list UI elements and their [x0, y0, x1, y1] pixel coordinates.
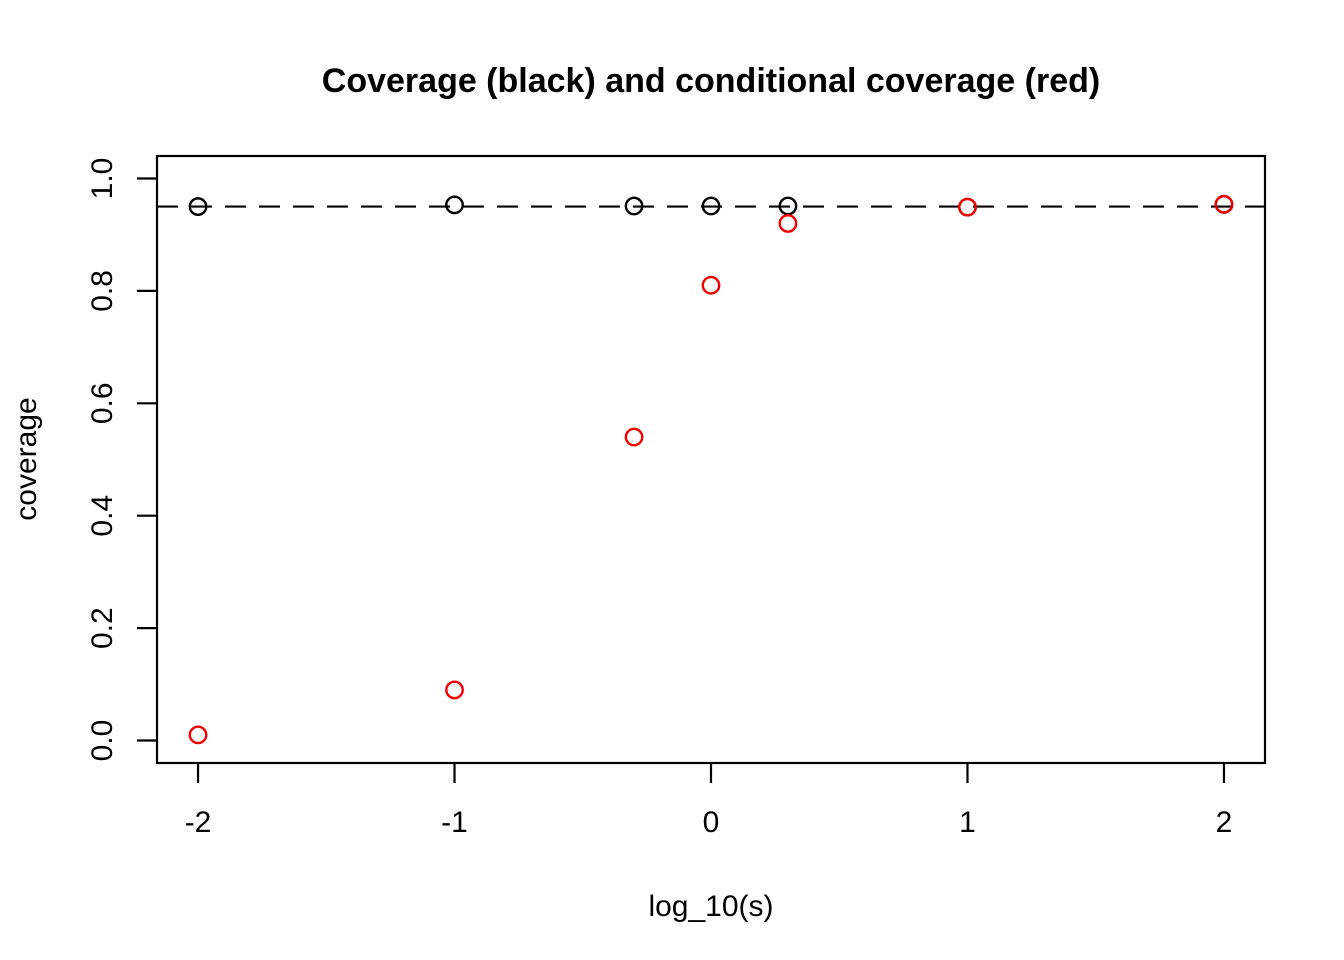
- data-point-red: [624, 427, 644, 447]
- data-point-red: [778, 214, 798, 233]
- chart-title: Coverage (black) and conditional coverag…: [322, 62, 1100, 100]
- y-tick-label: 0.4: [86, 495, 119, 537]
- x-tick-label: -2: [185, 806, 212, 839]
- data-point-red: [188, 725, 208, 745]
- data-point-red: [1214, 194, 1234, 214]
- y-tick-label: 0.0: [86, 720, 119, 762]
- data-point-black: [188, 197, 208, 216]
- x-tick-label: -1: [441, 806, 468, 839]
- x-axis-title: log_10(s): [648, 890, 773, 923]
- plot-border: [155, 154, 1267, 765]
- y-axis-ticks: 0.0 0.2 0.4 0.6 0.8 1.0: [86, 158, 157, 762]
- data-points: [188, 194, 1234, 745]
- data-point-red: [445, 680, 464, 700]
- data-point-red: [701, 275, 721, 295]
- data-point-black: [445, 195, 464, 215]
- y-tick-label: 0.2: [86, 607, 119, 649]
- y-tick-label: 1.0: [86, 158, 119, 200]
- x-axis-ticks: -2 -1 0 1 2: [185, 763, 1233, 839]
- x-tick-label: 1: [959, 806, 976, 839]
- y-tick-label: 0.8: [86, 270, 119, 312]
- y-tick-label: 0.6: [86, 382, 119, 424]
- data-point-red: [958, 197, 977, 217]
- y-axis-title: coverage: [10, 397, 43, 520]
- data-point-black: [624, 196, 644, 216]
- x-tick-label: 2: [1216, 806, 1233, 839]
- x-tick-label: 0: [703, 806, 720, 839]
- data-point-black: [701, 196, 721, 216]
